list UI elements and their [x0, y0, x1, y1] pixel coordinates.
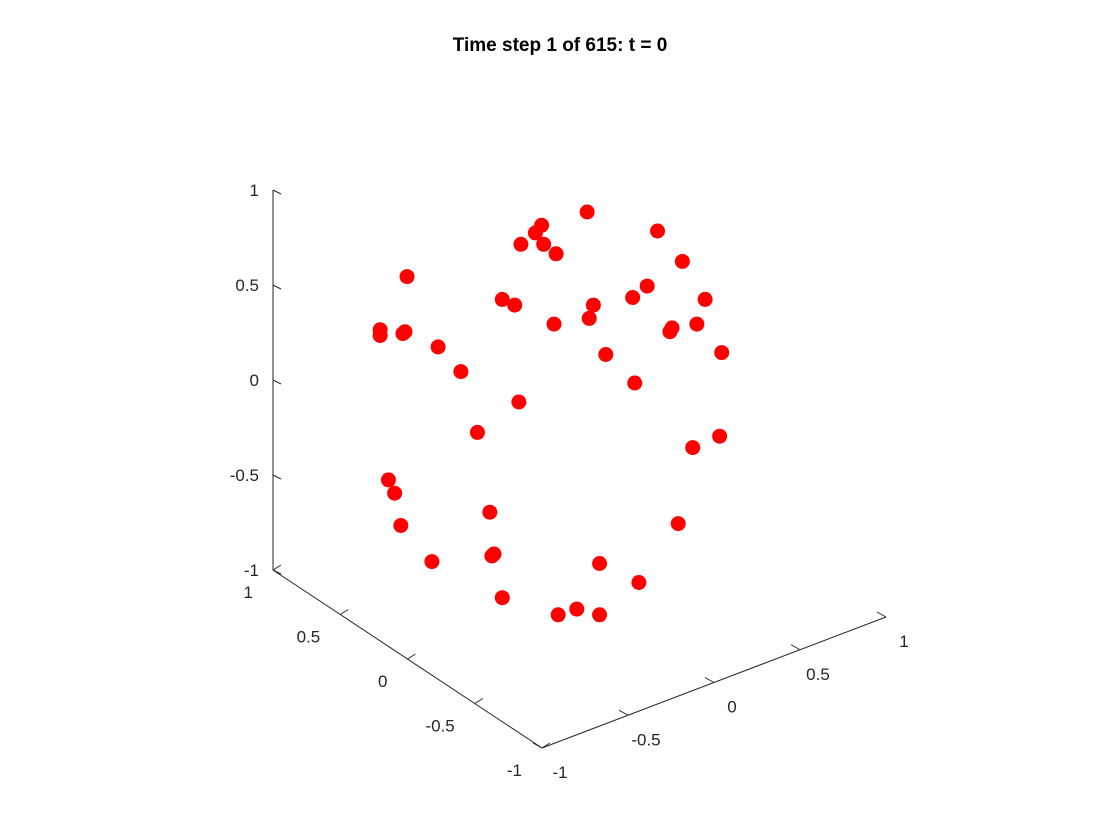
data-point	[546, 316, 562, 332]
data-point	[714, 345, 730, 361]
z-tick-mark	[272, 379, 282, 385]
data-point	[393, 518, 409, 533]
z-tick-mark	[272, 474, 282, 480]
data-point	[507, 297, 523, 313]
data-point	[511, 394, 527, 410]
data-point	[670, 516, 686, 532]
y-tick-label: -0.5	[425, 717, 454, 736]
data-point	[697, 291, 713, 307]
z-tick-label: 1	[250, 181, 259, 200]
data-point	[631, 575, 647, 590]
y-tick-label: 0.5	[297, 628, 321, 647]
data-point	[494, 291, 510, 307]
axes-group: -1 -0.5 0 0.5 1 -1 -0.5 0 0.5 1 -1 -0.5 0 0.5 1	[230, 181, 909, 782]
z-tick-mark	[272, 189, 282, 195]
data-point	[581, 310, 597, 326]
x-tick-label: -1	[552, 763, 567, 782]
data-point	[387, 485, 403, 501]
y-tick-label: 1	[244, 583, 253, 602]
z-tick-label: 0	[250, 371, 259, 390]
data-point	[689, 316, 705, 332]
x-tick-label: 1	[899, 632, 908, 651]
data-point	[579, 204, 595, 220]
data-point	[548, 246, 564, 262]
z-tick-mark	[272, 284, 282, 290]
data-point	[469, 424, 485, 440]
y-tick-mark	[474, 698, 484, 704]
data-point	[585, 297, 601, 313]
data-point	[453, 364, 469, 380]
x-tick-label: 0	[727, 698, 736, 717]
z-tick-label: 0.5	[235, 276, 259, 295]
x-tick-label: -0.5	[631, 730, 660, 749]
z-tick-label: -1	[244, 561, 259, 580]
data-point	[712, 428, 728, 444]
data-point	[527, 225, 543, 241]
data-point	[494, 590, 510, 606]
data-point	[592, 556, 608, 571]
data-point	[372, 328, 388, 343]
points-group	[372, 204, 730, 623]
data-point	[662, 324, 678, 340]
data-point	[639, 278, 655, 294]
data-point	[627, 375, 643, 391]
data-point	[625, 290, 641, 305]
x-tick-mark	[704, 677, 715, 683]
x-tick-mark	[532, 742, 543, 749]
y-tick-mark	[339, 609, 349, 615]
z-tick-label: -0.5	[230, 466, 259, 485]
data-point	[395, 326, 411, 342]
y-tick-mark	[541, 742, 551, 749]
x-tick-mark	[876, 611, 887, 618]
y-tick-mark	[407, 653, 416, 660]
y-tick-label: 0	[378, 672, 387, 691]
x-tick-mark	[790, 644, 801, 651]
data-point	[650, 223, 666, 239]
data-point	[685, 440, 701, 456]
data-point	[536, 236, 552, 252]
data-point	[569, 601, 585, 617]
data-point	[674, 253, 690, 269]
data-point	[550, 607, 566, 623]
data-point	[598, 347, 614, 362]
data-point	[592, 607, 608, 623]
data-point	[399, 269, 415, 285]
data-point	[486, 546, 502, 562]
data-point	[424, 554, 440, 570]
data-point	[482, 504, 498, 520]
y-tick-mark	[272, 564, 282, 571]
x-tick-label: 0.5	[806, 665, 830, 684]
data-point	[513, 236, 529, 252]
y-tick-label: -1	[507, 761, 522, 780]
data-point	[430, 339, 446, 355]
x-tick-mark	[618, 709, 629, 716]
chart-title: Time step 1 of 615: t = 0	[452, 35, 668, 56]
z-tick-mark	[272, 569, 282, 575]
data-point	[380, 472, 396, 488]
